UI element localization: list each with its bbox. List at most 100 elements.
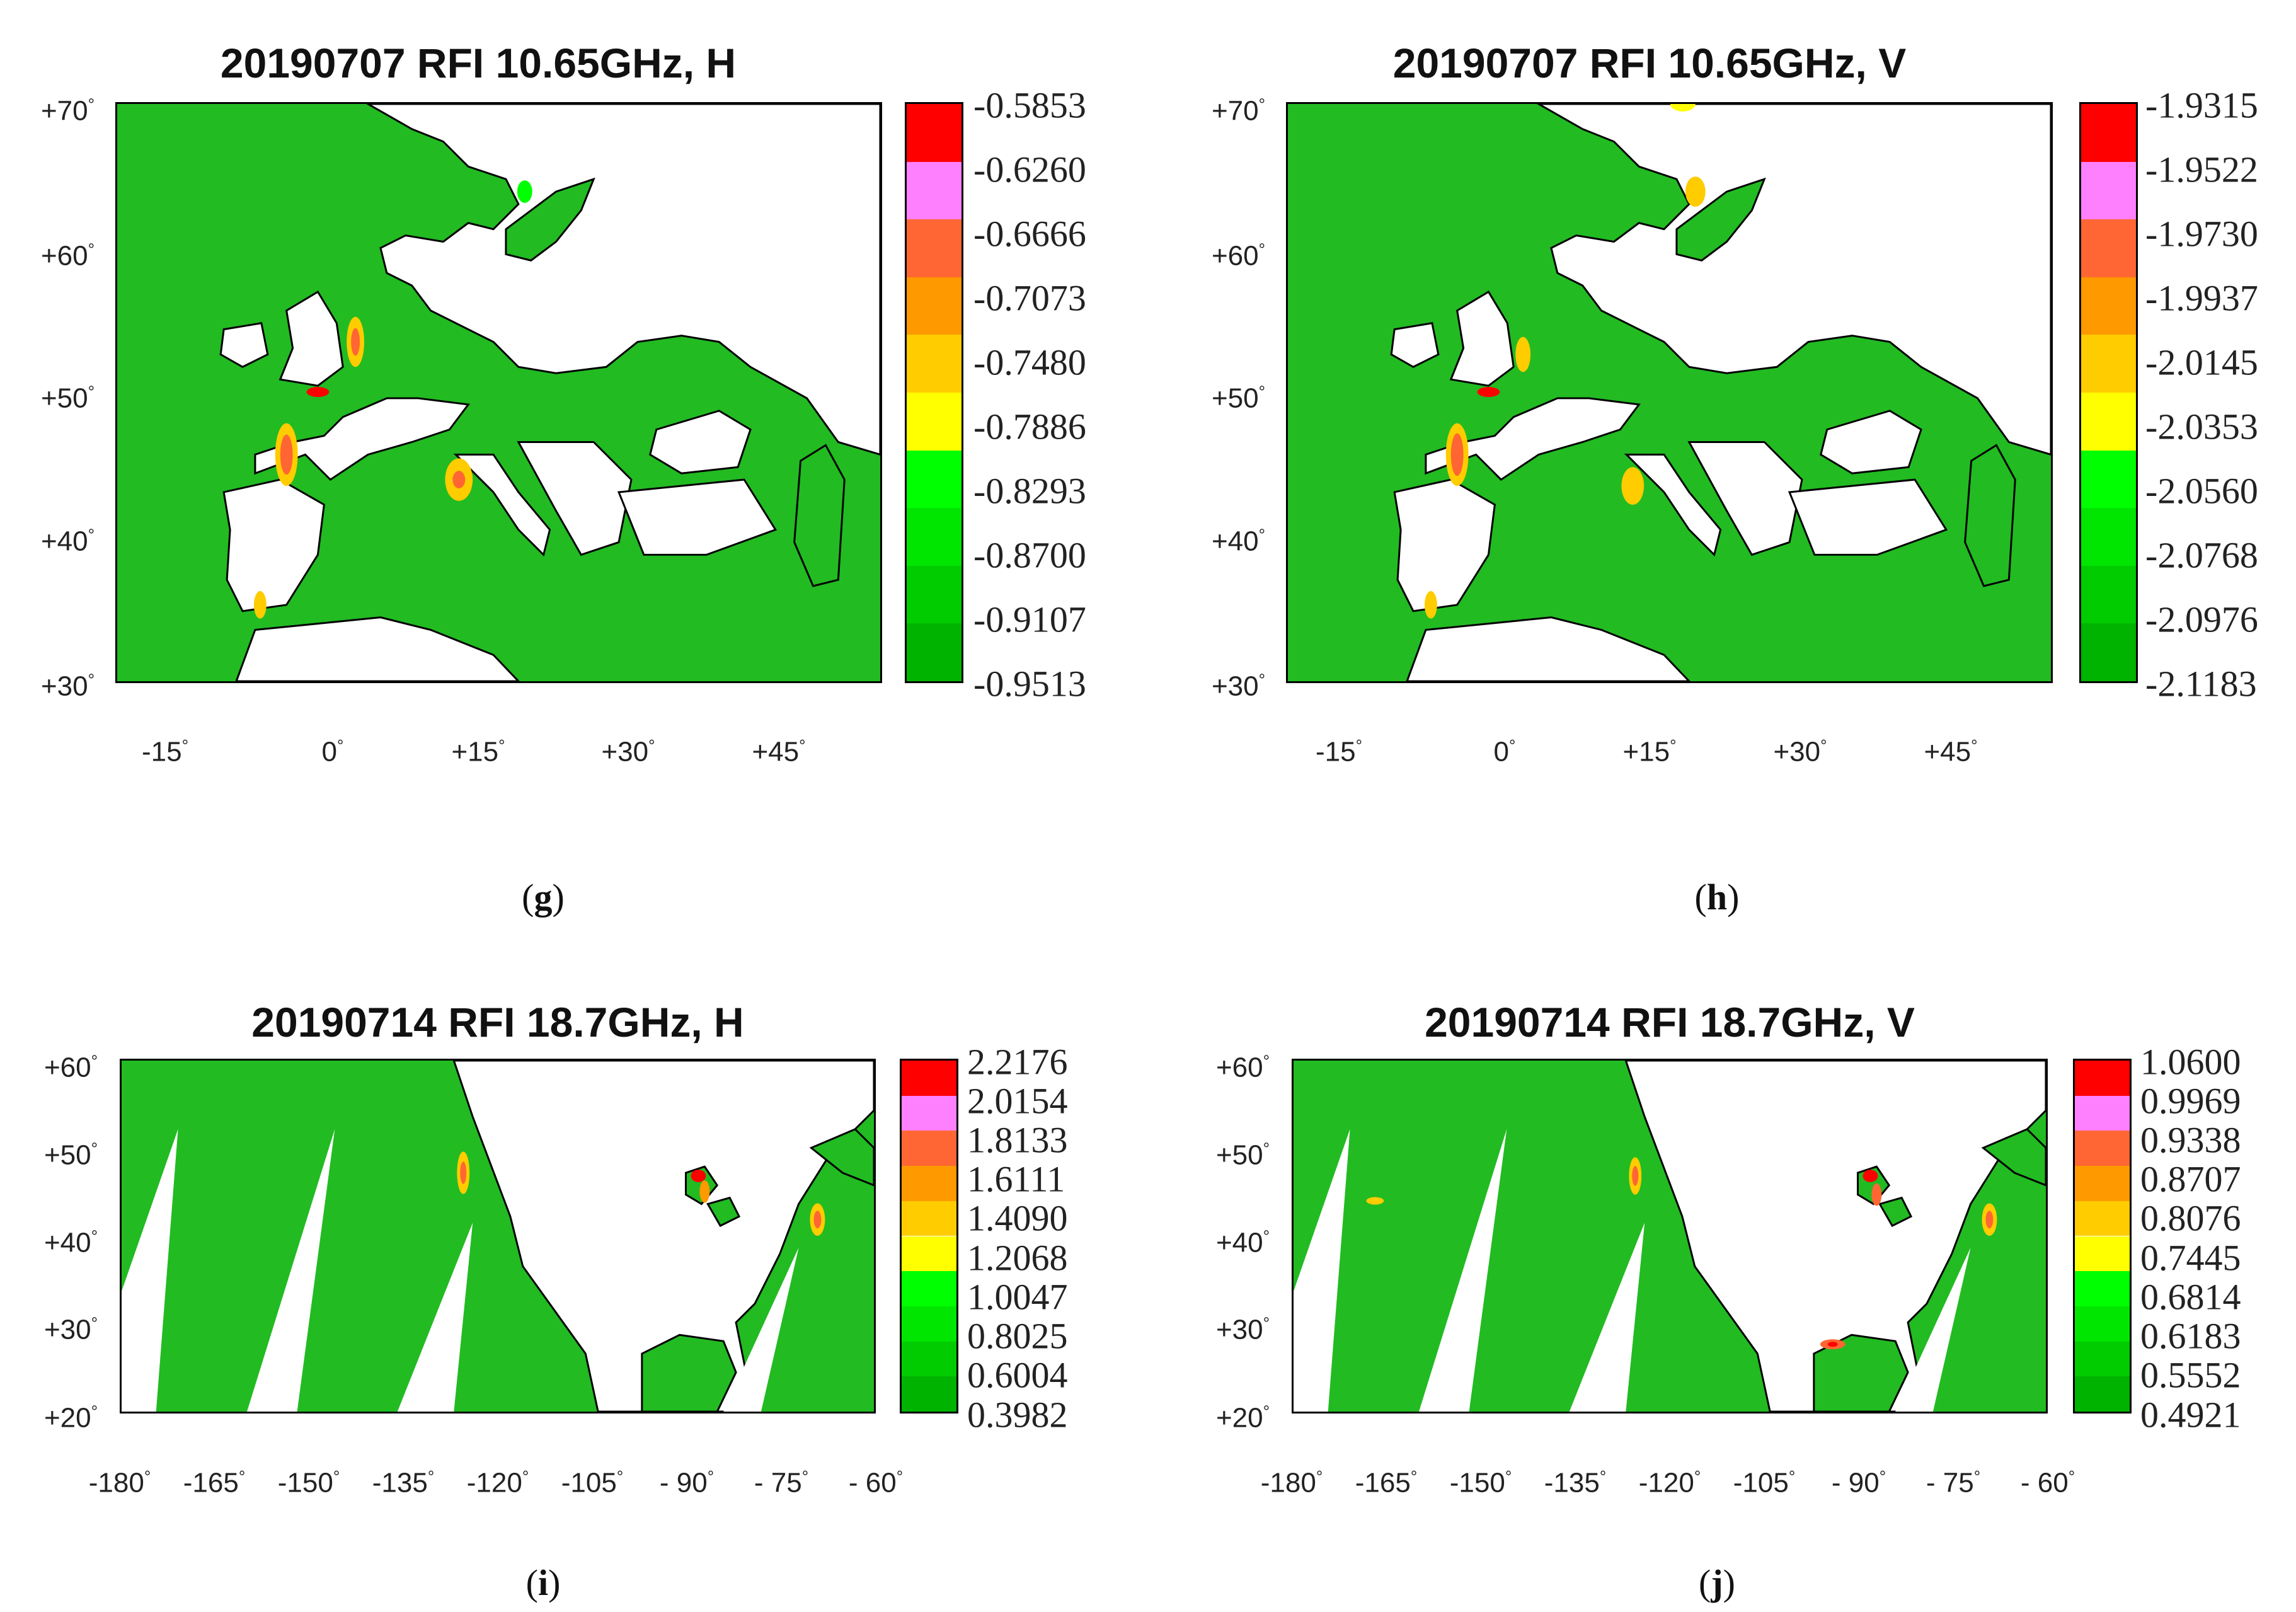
colorbar-label: 1.6111 [967, 1158, 1065, 1200]
x-tick: +15° [451, 736, 505, 768]
colorbar-label: -1.9937 [2145, 277, 2258, 319]
panel-title: 20190714 RFI 18.7GHz, H [251, 999, 744, 1045]
colorbar [2073, 1059, 2132, 1413]
x-tick: +45° [1924, 736, 1978, 768]
colorbar-segment [2081, 623, 2136, 681]
colorbar-label: -1.9522 [2145, 149, 2258, 190]
colorbar-segment [2075, 1306, 2130, 1342]
colorbar [905, 102, 963, 683]
colorbar-segment [902, 1341, 956, 1377]
panel-title: 20190707 RFI 10.65GHz, H [220, 40, 737, 86]
x-tick: +30° [601, 736, 655, 768]
y-tick: +40° [1215, 1226, 1270, 1258]
colorbar-segment [2075, 1095, 2130, 1131]
panel-caption: (h) [1694, 877, 1740, 918]
colorbar-segment [2081, 393, 2136, 451]
colorbar-label: 0.3982 [967, 1394, 1068, 1436]
colorbar-segment [902, 1061, 956, 1096]
colorbar-segment [2075, 1376, 2130, 1412]
colorbar-label: 0.9969 [2140, 1080, 2241, 1122]
y-tick: +70° [1211, 95, 1265, 127]
panel-title: 20190714 RFI 18.7GHz, V [1425, 999, 1915, 1045]
y-tick: +40° [43, 1226, 98, 1258]
x-tick: +15° [1622, 736, 1677, 768]
colorbar-segment [902, 1095, 956, 1131]
colorbar-segment [907, 277, 961, 335]
colorbar [900, 1059, 958, 1413]
colorbar-label: -0.8700 [973, 534, 1086, 576]
colorbar-segment [907, 335, 961, 393]
y-tick: +30° [1215, 1313, 1270, 1345]
colorbar-label: -2.1183 [2145, 663, 2257, 705]
colorbar-label: -2.0353 [2145, 406, 2258, 447]
colorbar-label: 0.7445 [2140, 1237, 2241, 1279]
y-tick: +40° [1211, 525, 1265, 557]
x-tick: - 90° [1831, 1467, 1886, 1499]
colorbar-label: 2.0154 [967, 1080, 1068, 1122]
colorbar-label: -0.9513 [973, 663, 1086, 705]
colorbar-label: 0.8707 [2140, 1158, 2241, 1200]
colorbar-segment [2075, 1166, 2130, 1201]
colorbar-label: 2.2176 [967, 1041, 1068, 1083]
y-tick: +60° [40, 239, 95, 272]
colorbar-segment [2081, 335, 2136, 393]
map-canvas [1294, 1061, 2046, 1412]
colorbar-label: 0.8076 [2140, 1197, 2241, 1239]
x-tick: 0° [321, 736, 344, 768]
colorbar-segment [902, 1271, 956, 1306]
colorbar-segment [907, 508, 961, 566]
x-tick: 0° [1493, 736, 1516, 768]
colorbar-label: -0.7073 [973, 277, 1086, 319]
panel-caption: (i) [525, 1562, 561, 1603]
colorbar-label: 1.0047 [967, 1276, 1068, 1318]
colorbar-segment [2075, 1200, 2130, 1236]
colorbar-segment [2075, 1236, 2130, 1272]
colorbar-label: 1.2068 [967, 1237, 1068, 1279]
colorbar-label: -1.9730 [2145, 213, 2258, 255]
x-tick: -105° [1733, 1467, 1796, 1499]
colorbar-label: -2.0976 [2145, 599, 2258, 640]
colorbar-label: 1.4090 [967, 1197, 1068, 1239]
x-tick: -180° [1260, 1467, 1323, 1499]
colorbar-segment [2075, 1061, 2130, 1096]
y-tick: +30° [1211, 670, 1265, 702]
y-tick: +50° [1215, 1139, 1270, 1171]
colorbar-label: 0.6814 [2140, 1276, 2241, 1318]
colorbar-segment [2075, 1271, 2130, 1306]
colorbar-segment [2081, 161, 2136, 220]
panel-title: 20190707 RFI 10.65GHz, V [1392, 40, 1907, 86]
x-tick: +30° [1773, 736, 1827, 768]
colorbar-segment [2075, 1131, 2130, 1166]
colorbar-label: 1.0600 [2140, 1041, 2241, 1083]
colorbar-label: -0.7886 [973, 406, 1086, 447]
colorbar-segment [2081, 565, 2136, 624]
colorbar-label: -0.6260 [973, 149, 1086, 190]
y-tick: +50° [1211, 382, 1265, 414]
colorbar-label: -0.8293 [973, 470, 1086, 512]
colorbar-segment [2081, 219, 2136, 277]
y-tick: +20° [1215, 1402, 1270, 1434]
x-tick: -120° [1638, 1467, 1701, 1499]
y-tick: +60° [43, 1051, 98, 1083]
x-tick: -150° [277, 1467, 340, 1499]
y-tick: +30° [40, 670, 95, 702]
rfi-map-north-america [120, 1059, 876, 1413]
colorbar-segment [2081, 277, 2136, 335]
map-canvas [117, 104, 880, 681]
map-canvas [1288, 104, 2051, 681]
x-tick: - 60° [2020, 1467, 2075, 1499]
colorbar-label: -2.0145 [2145, 342, 2258, 383]
colorbar-segment [907, 393, 961, 451]
x-tick: -180° [88, 1467, 151, 1499]
colorbar-segment [902, 1166, 956, 1201]
rfi-map-europe [115, 102, 882, 683]
colorbar-segment [902, 1376, 956, 1412]
colorbar [2079, 102, 2138, 683]
x-tick: +45° [752, 736, 806, 768]
colorbar-segment [2075, 1341, 2130, 1377]
colorbar-segment [2081, 104, 2136, 162]
x-tick: -165° [1355, 1467, 1418, 1499]
colorbar-segment [902, 1200, 956, 1236]
x-tick: -15° [1316, 736, 1362, 768]
colorbar-segment [907, 219, 961, 277]
